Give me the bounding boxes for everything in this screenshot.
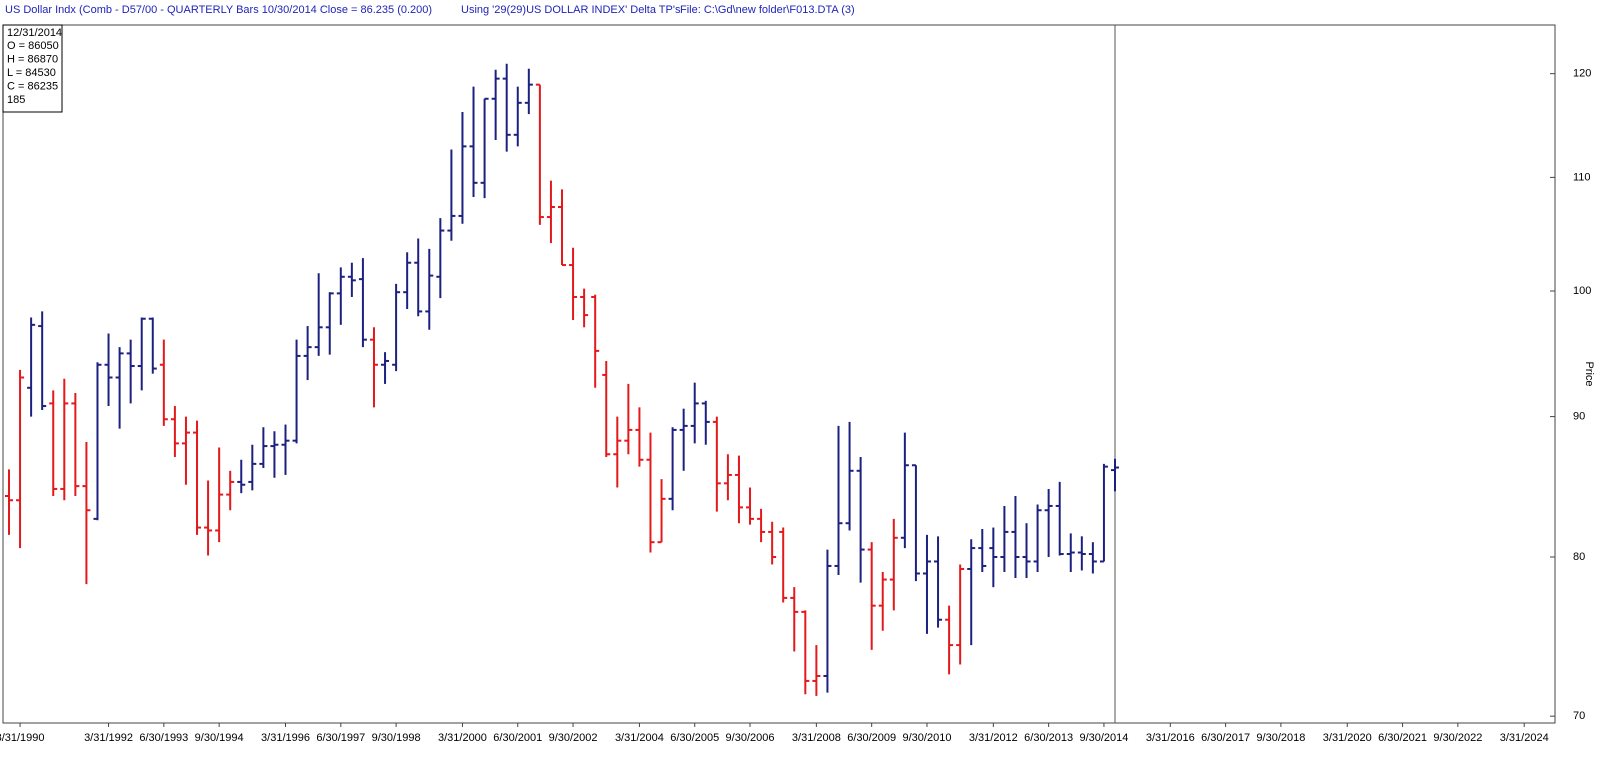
plot-frame [2,24,1556,724]
x-tick-label: 6/30/2017 [1201,732,1250,744]
x-tick-label: 3/31/2012 [969,732,1018,744]
x-tick-label: 3/31/2004 [615,732,664,744]
info-line: C = 86235 [7,80,58,92]
x-tick-label: 3/31/2008 [792,732,841,744]
x-tick-label: 9/30/1998 [372,732,421,744]
info-line: O = 86050 [7,40,59,52]
x-tick-label: 6/30/2009 [847,732,896,744]
x-tick-label: 3/31/2000 [438,732,487,744]
y-tick-label: 100 [1573,285,1591,297]
info-date: 12/31/2014 [7,27,62,39]
x-tick-label: 6/30/2021 [1378,732,1427,744]
x-tick-label: 3/31/1992 [84,732,133,744]
x-tick-label: 3/31/2024 [1500,732,1549,744]
y-tick-label: 120 [1573,68,1591,80]
x-tick-label: 3/31/1996 [261,732,310,744]
x-tick-label: 9/30/2022 [1433,732,1482,744]
x-tick-label: 3/31/1990 [0,732,45,744]
x-tick-label: 9/30/1994 [195,732,244,744]
header-title: US Dollar Indx (Comb - D57/00 - QUARTERL… [5,4,432,16]
x-tick-label: 6/30/2013 [1024,732,1073,744]
y-tick-label: 90 [1573,410,1585,422]
info-line: L = 84530 [7,67,56,79]
y-axis-label: Price [1583,361,1595,386]
header-using: Using '29(29)US DOLLAR INDEX' Delta TP's [461,4,681,16]
x-tick-label: 9/30/2014 [1079,732,1128,744]
x-tick-label: 3/31/2016 [1146,732,1195,744]
x-tick-label: 6/30/1993 [139,732,188,744]
info-box [2,24,63,113]
x-tick-label: 9/30/2002 [549,732,598,744]
y-tick-label: 70 [1573,710,1585,722]
x-tick-label: 6/30/2005 [670,732,719,744]
header-file: File: C:\Gd\new folder\F013.DTA (3) [680,4,855,16]
x-tick-label: 6/30/1997 [316,732,365,744]
y-tick-label: 80 [1573,551,1585,563]
y-tick-label: 110 [1573,171,1591,183]
info-line: 185 [7,94,25,106]
x-tick-label: 9/30/2018 [1256,732,1305,744]
info-line: H = 86870 [7,53,58,65]
x-tick-label: 3/31/2020 [1323,732,1372,744]
x-tick-label: 9/30/2010 [903,732,952,744]
x-tick-label: 9/30/2006 [726,732,775,744]
x-tick-label: 6/30/2001 [493,732,542,744]
